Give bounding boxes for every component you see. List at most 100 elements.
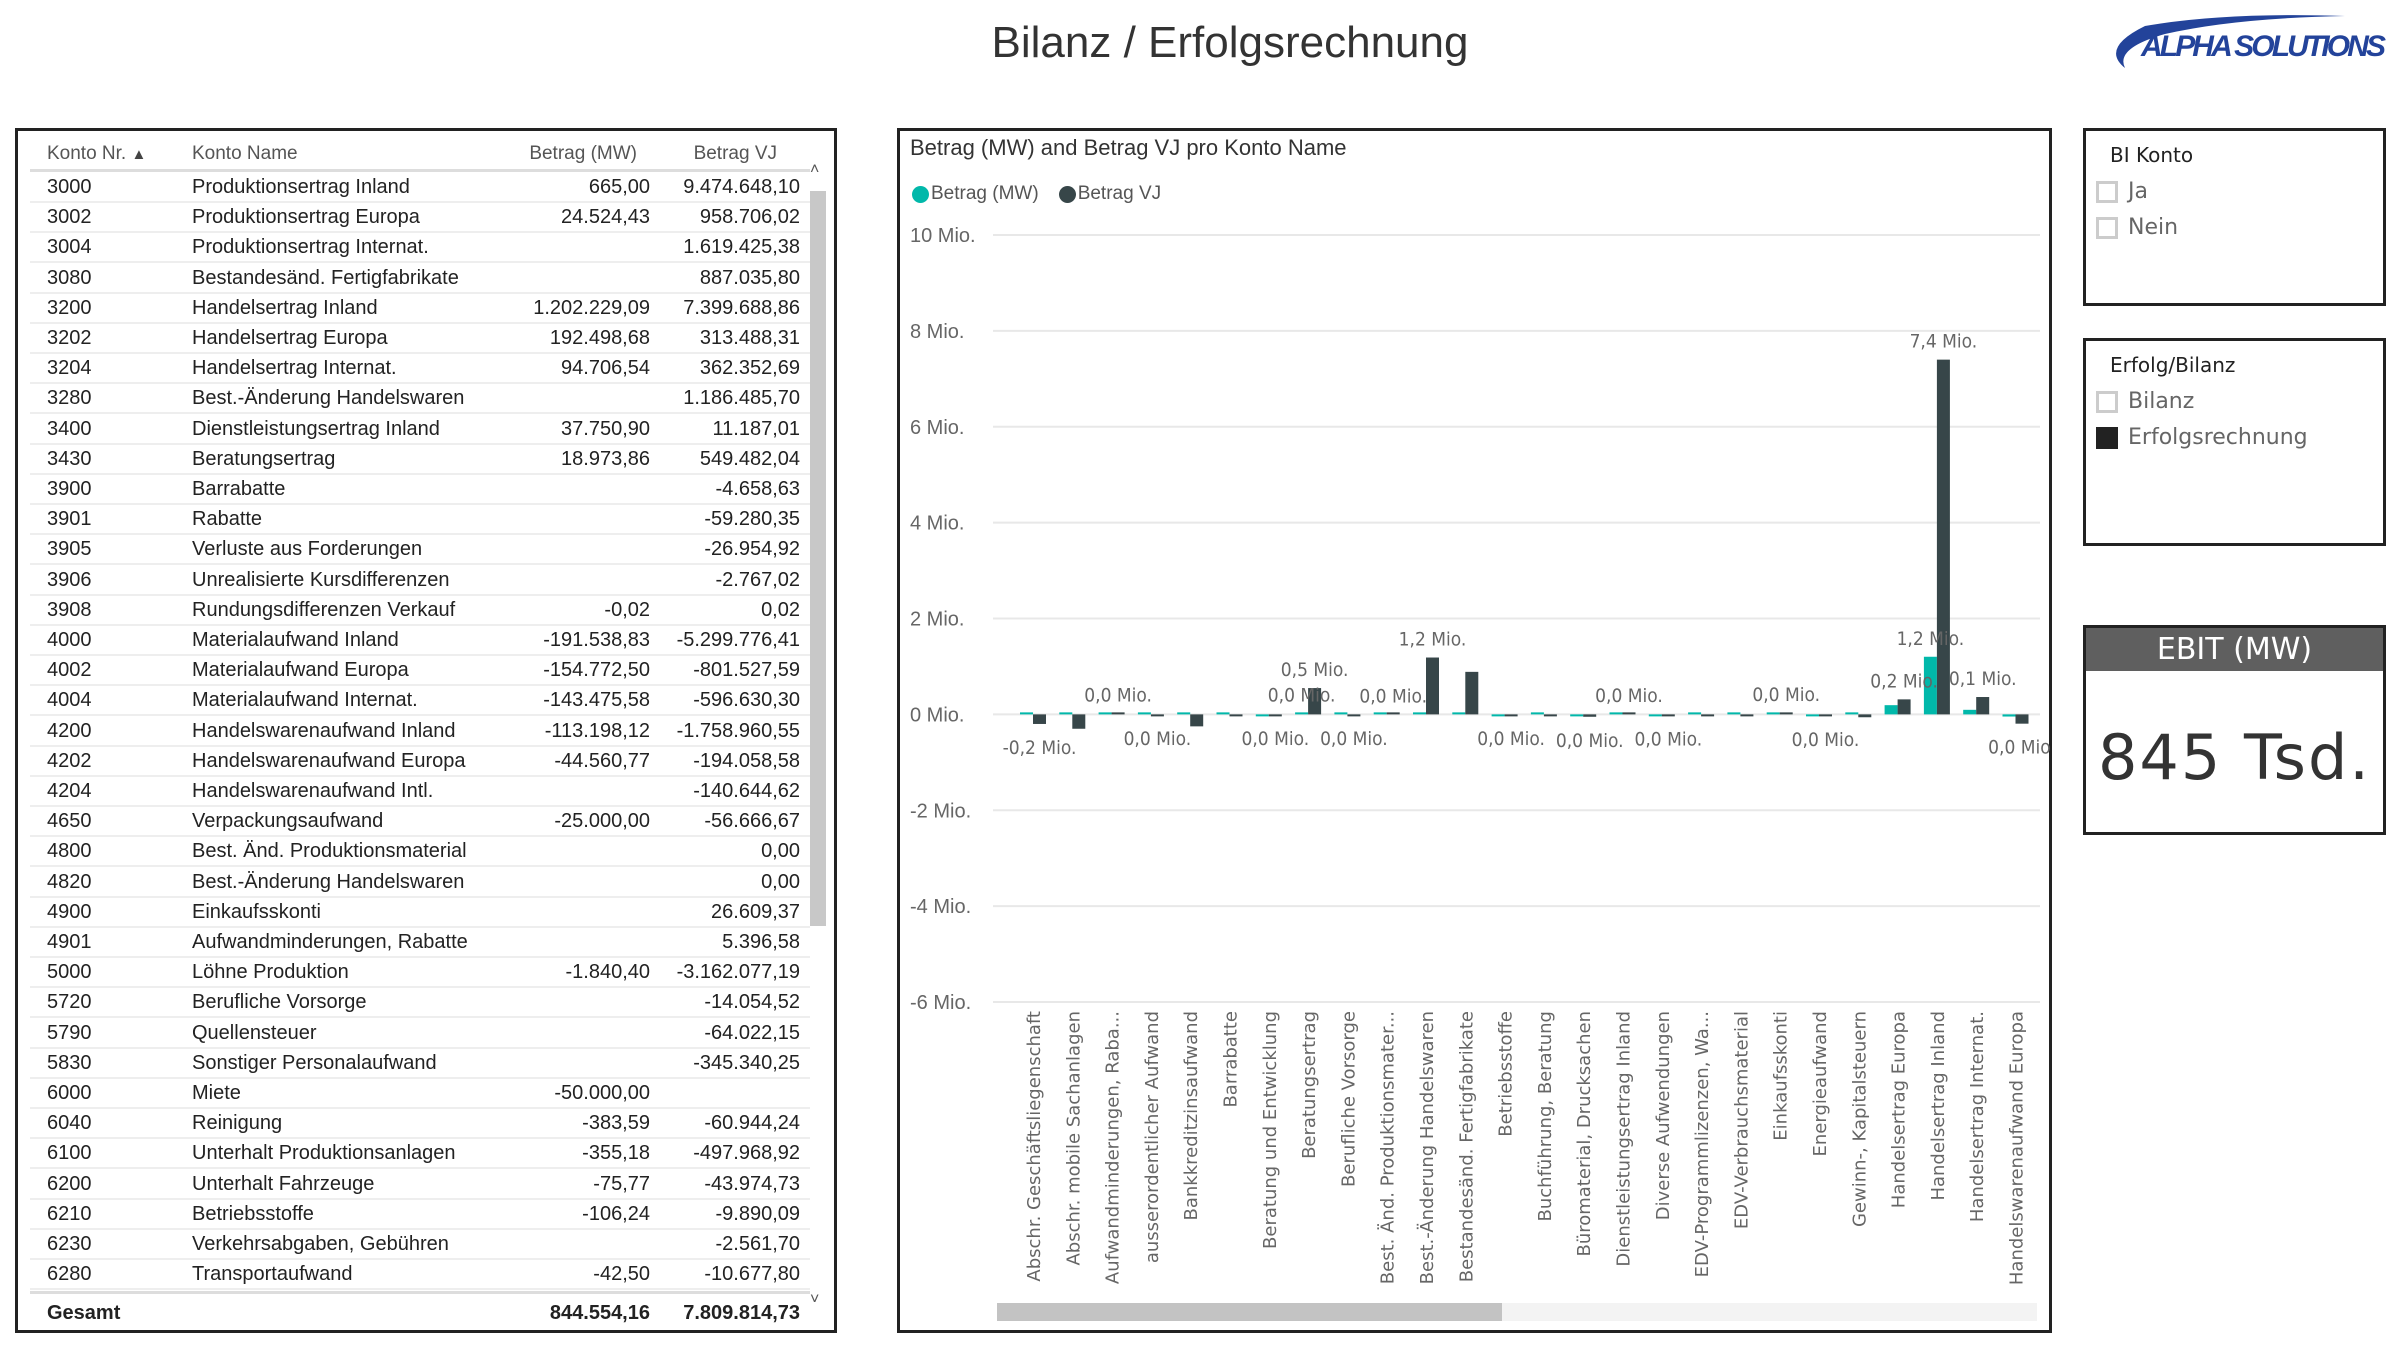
- table-row[interactable]: 3202 Handelsertrag Europa 192.498,68 313.48…: [30, 324, 810, 354]
- scrollbar-thumb[interactable]: [997, 1303, 1502, 1321]
- bar-betrag-vj[interactable]: [1308, 688, 1322, 715]
- table-row[interactable]: 3280 Best.-Änderung Handelswaren 1.186.485…: [30, 384, 810, 415]
- bar-betrag-mw[interactable]: [1884, 705, 1898, 715]
- bar-betrag-vj[interactable]: [1426, 657, 1439, 715]
- table-row[interactable]: 6280 Transportaufwand -42,50 -10.677,80: [30, 1260, 810, 1291]
- bar-betrag-vj[interactable]: [1033, 714, 1046, 724]
- bar-betrag-vj[interactable]: [1386, 712, 1400, 715]
- column-header-betrag-vj[interactable]: Betrag VJ: [693, 143, 777, 164]
- bar-betrag-vj[interactable]: [1190, 714, 1204, 727]
- bar-betrag-vj[interactable]: [1622, 712, 1636, 715]
- table-row[interactable]: 6040 Reinigung -383,59 -60.944,24: [30, 1109, 810, 1140]
- table-row[interactable]: 6100 Unterhalt Produktionsanlagen -355,18 -…: [30, 1139, 810, 1170]
- bar-betrag-mw[interactable]: [1216, 712, 1230, 715]
- table-row[interactable]: 6200 Unterhalt Fahrzeuge -75,77 -43.974,73: [30, 1170, 810, 1200]
- bar-betrag-vj[interactable]: [1111, 712, 1125, 715]
- bar-betrag-mw[interactable]: [1727, 712, 1741, 715]
- table-row[interactable]: 5790 Quellensteuer -64.022,15: [30, 1019, 810, 1049]
- legend-item-mw[interactable]: Betrag (MW): [912, 183, 1039, 205]
- checkbox-checked[interactable]: [2096, 426, 2118, 449]
- bar-betrag-vj[interactable]: [1701, 714, 1715, 717]
- bar-betrag-mw[interactable]: [1845, 712, 1859, 715]
- table-row[interactable]: 4650 Verpackungsaufwand -25.000,00 -56.666,…: [30, 807, 810, 838]
- table-row[interactable]: 4800 Best. Änd. Produktionsmaterial 0,00: [30, 837, 810, 868]
- checkbox[interactable]: [2096, 180, 2118, 203]
- table-row[interactable]: 5830 Sonstiger Personalaufwand -345.340,25: [30, 1049, 810, 1079]
- bar-betrag-vj[interactable]: [1936, 359, 1950, 715]
- bar-betrag-vj[interactable]: [1858, 714, 1872, 718]
- bar-betrag-mw[interactable]: [1609, 712, 1623, 715]
- bar-betrag-vj[interactable]: [1897, 699, 1911, 715]
- bar-betrag-vj[interactable]: [1740, 714, 1754, 717]
- bar-betrag-vj[interactable]: [1347, 714, 1361, 717]
- table-row[interactable]: 4200 Handelswarenaufwand Inland -113.198,1…: [30, 717, 810, 747]
- bar-betrag-mw[interactable]: [1452, 712, 1466, 715]
- table-row[interactable]: 6000 Miete -50.000,00: [30, 1079, 810, 1109]
- table-row[interactable]: 3430 Beratungsertrag 18.973,86 549.482,04: [30, 445, 810, 475]
- chart-horizontal-scrollbar[interactable]: [997, 1303, 2037, 1321]
- bar-betrag-mw[interactable]: [1963, 709, 1977, 715]
- table-row[interactable]: 4900 Einkaufsskonti 26.609,37: [30, 898, 810, 928]
- checkbox[interactable]: [2096, 390, 2118, 413]
- column-header-betrag-mw[interactable]: Betrag (MW): [529, 143, 637, 164]
- table-row[interactable]: 4000 Materialaufwand Inland -191.538,83 -5.…: [30, 626, 810, 656]
- table-row[interactable]: 3080 Bestandesänd. Fertigfabrikate 887.035…: [30, 264, 810, 294]
- table-row[interactable]: 3000 Produktionsertrag Inland 665,00 9.474.…: [30, 173, 810, 203]
- slicer-option-erfolgsrechnung[interactable]: Erfolgsrechnung: [2096, 425, 2308, 450]
- bar-betrag-mw[interactable]: [1806, 714, 1819, 717]
- table-row[interactable]: 3908 Rundungsdifferenzen Verkauf -0,02 0,02: [30, 596, 810, 626]
- column-header-konto-nr[interactable]: Konto Nr. ▲: [47, 143, 146, 173]
- bar-betrag-mw[interactable]: [1059, 712, 1073, 715]
- table-row[interactable]: 4901 Aufwandminderungen, Rabatte 5.396,58: [30, 928, 810, 958]
- table-row[interactable]: 3002 Produktionsertrag Europa 24.524,43 958…: [30, 203, 810, 234]
- checkbox[interactable]: [2096, 216, 2118, 239]
- bar-betrag-mw[interactable]: [1295, 712, 1309, 715]
- bar-betrag-mw[interactable]: [1137, 712, 1151, 715]
- bar-betrag-vj[interactable]: [1976, 697, 1990, 715]
- bar-betrag-vj[interactable]: [1229, 714, 1243, 717]
- bar-betrag-vj[interactable]: [1543, 714, 1557, 717]
- bar-betrag-mw[interactable]: [1098, 712, 1112, 715]
- table-row[interactable]: 5000 Löhne Produktion -1.840,40 -3.162.077,…: [30, 958, 810, 989]
- table-row[interactable]: 3906 Unrealisierte Kursdifferenzen -2.767,…: [30, 566, 810, 596]
- bar-betrag-mw[interactable]: [1688, 712, 1702, 715]
- bar-betrag-mw[interactable]: [1413, 712, 1426, 715]
- scroll-up-icon[interactable]: ˄: [810, 161, 820, 178]
- bar-betrag-mw[interactable]: [1373, 712, 1387, 715]
- bar-betrag-vj[interactable]: [1819, 714, 1832, 717]
- table-row[interactable]: 3004 Produktionsertrag Internat. 1.619.425…: [30, 233, 810, 264]
- table-row[interactable]: 3901 Rabatte -59.280,35: [30, 505, 810, 536]
- table-scrollbar[interactable]: ˄ ˅: [808, 151, 826, 1321]
- bar-betrag-vj[interactable]: [1779, 712, 1793, 715]
- slicer-option-ja[interactable]: Ja: [2096, 179, 2148, 204]
- bar-betrag-vj[interactable]: [1504, 714, 1518, 717]
- bar-betrag-mw[interactable]: [1020, 712, 1033, 715]
- bar-betrag-vj[interactable]: [1150, 714, 1164, 717]
- table-row[interactable]: 3200 Handelsertrag Inland 1.202.229,09 7.39…: [30, 294, 810, 324]
- bar-betrag-mw[interactable]: [1491, 714, 1505, 717]
- table-row[interactable]: 3204 Handelsertrag Internat. 94.706,54 362.…: [30, 354, 810, 385]
- bar-betrag-vj[interactable]: [1661, 714, 1675, 717]
- bar-betrag-vj[interactable]: [1583, 714, 1597, 717]
- bar-betrag-mw[interactable]: [1255, 714, 1269, 717]
- column-header-konto-name[interactable]: Konto Name: [192, 143, 298, 164]
- table-row[interactable]: 4002 Materialaufwand Europa -154.772,50 -80…: [30, 656, 810, 687]
- bar-betrag-mw[interactable]: [2002, 714, 2016, 717]
- table-row[interactable]: 3900 Barrabatte -4.658,63: [30, 475, 810, 505]
- table-row[interactable]: 3400 Dienstleistungsertrag Inland 37.750,9…: [30, 415, 810, 445]
- table-row[interactable]: 6210 Betriebsstoffe -106,24 -9.890,09: [30, 1200, 810, 1230]
- legend-item-vj[interactable]: Betrag VJ: [1058, 183, 1161, 205]
- bar-betrag-vj[interactable]: [2015, 714, 2029, 724]
- scrollbar-thumb[interactable]: [810, 191, 826, 926]
- slicer-option-nein[interactable]: Nein: [2096, 215, 2178, 240]
- bar-betrag-mw[interactable]: [1923, 656, 1937, 715]
- bar-betrag-mw[interactable]: [1766, 712, 1780, 715]
- table-row[interactable]: 5720 Berufliche Vorsorge -14.054,52: [30, 988, 810, 1019]
- table-row[interactable]: 6230 Verkehrsabgaben, Gebühren -2.561,70: [30, 1230, 810, 1260]
- bar-betrag-mw[interactable]: [1648, 714, 1662, 717]
- bar-betrag-mw[interactable]: [1177, 712, 1191, 715]
- scroll-down-icon[interactable]: ˅: [810, 1291, 820, 1308]
- bar-betrag-vj[interactable]: [1268, 714, 1282, 717]
- table-row[interactable]: 4820 Best.-Änderung Handelswaren 0,00: [30, 868, 810, 898]
- table-row[interactable]: 4204 Handelswarenaufwand Intl. -140.644,62: [30, 777, 810, 807]
